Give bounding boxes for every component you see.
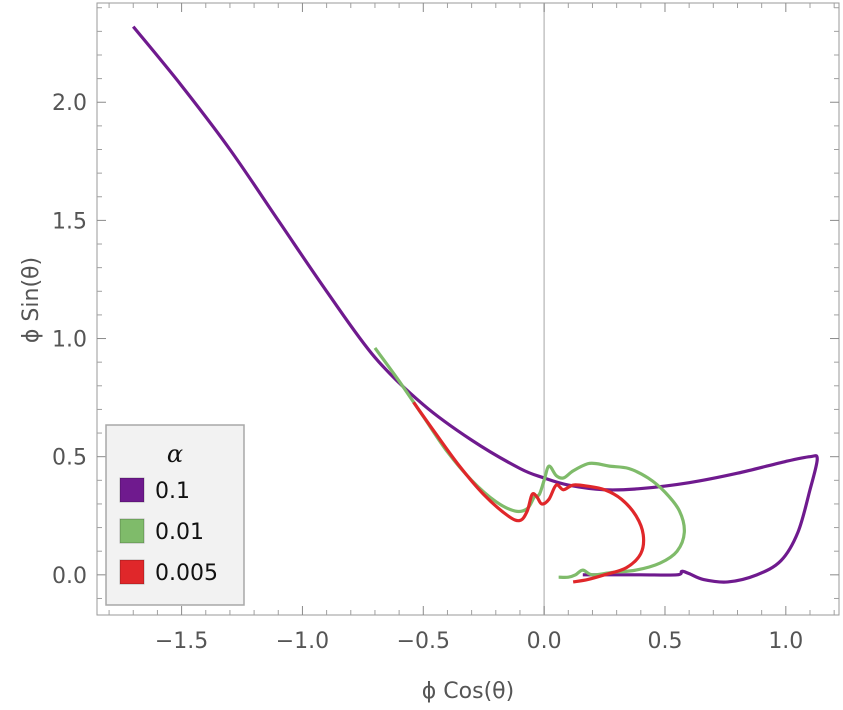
x-tick-label: −1.0 (276, 629, 329, 654)
y-tick-label: 2.0 (52, 91, 87, 116)
legend-title: α (167, 440, 183, 468)
legend-label-1: 0.01 (155, 520, 204, 545)
legend-label-0: 0.1 (155, 479, 190, 504)
legend-label-2: 0.005 (155, 561, 218, 586)
y-tick-label: 1.0 (52, 328, 87, 353)
legend-swatch-2 (119, 559, 145, 585)
plot-frame (96, 2, 840, 616)
y-axis-title: ϕ Sin(θ) (19, 257, 44, 343)
legend-swatch-0 (119, 477, 145, 503)
series-line-1 (373, 347, 686, 579)
legend-swatch-1 (119, 518, 145, 544)
legend: α 0.1 0.01 0.005 (105, 424, 245, 606)
series-line-2 (412, 401, 646, 584)
x-tick-label: −0.5 (397, 629, 450, 654)
y-tick-label: 0.5 (52, 446, 87, 471)
series-line-0 (132, 25, 819, 584)
x-tick-label: 0.0 (527, 629, 562, 654)
x-tick-label: −1.5 (155, 629, 208, 654)
x-tick-label: 1.0 (768, 629, 803, 654)
x-axis-title: ϕ Cos(θ) (422, 679, 514, 704)
x-tick-label: 0.5 (647, 629, 682, 654)
y-tick-label: 1.5 (52, 209, 87, 234)
y-tick-label: 0.0 (52, 564, 87, 589)
